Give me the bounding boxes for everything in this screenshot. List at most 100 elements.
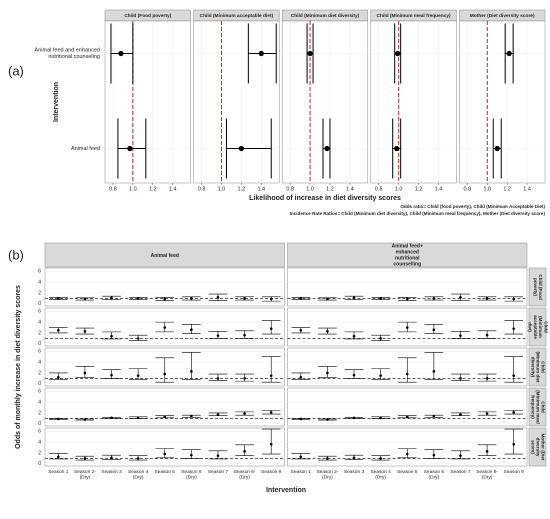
point <box>269 327 273 330</box>
x-tick-label: 1.0 <box>395 186 403 192</box>
point <box>352 373 356 377</box>
x-axis-title: Likelihood of increase in diet diversity… <box>249 195 401 202</box>
point <box>299 455 303 459</box>
point <box>352 456 356 460</box>
y-tick-label: 4 <box>38 439 41 445</box>
facet-title: Mother (Diet diversity score) <box>470 13 535 19</box>
facet-strip <box>528 427 547 467</box>
point <box>326 297 329 301</box>
x-tick-label: 1.0 <box>306 186 314 192</box>
point <box>269 297 273 301</box>
point <box>299 297 303 300</box>
column-title: Animal feed <box>151 253 179 259</box>
y-tick-label: 2 <box>38 450 41 456</box>
point <box>506 50 512 57</box>
point <box>190 414 193 418</box>
point <box>83 457 87 460</box>
x-tick-label: Season 2-(Dry) <box>316 469 338 481</box>
x-tick-label: 0.8 <box>109 186 117 192</box>
point <box>110 456 113 460</box>
row-title: Child(Minimum mealfrequency) <box>530 390 545 423</box>
x-tick-label: Season 3 <box>101 469 122 475</box>
point <box>485 377 489 380</box>
y-tick-label: 6 <box>38 389 41 395</box>
point <box>136 337 140 340</box>
point <box>190 328 193 332</box>
row-title: Child(Minimumacceptablediet) <box>527 315 548 339</box>
point <box>459 377 462 380</box>
point <box>238 145 244 152</box>
point <box>190 370 193 373</box>
point <box>432 453 436 457</box>
point <box>352 416 356 420</box>
x-tick-label: Season 4 (Dry) <box>128 469 149 481</box>
point <box>269 442 273 446</box>
point <box>379 374 382 377</box>
x-tick-label: Season 1 <box>291 469 312 475</box>
point <box>485 412 489 415</box>
point <box>216 413 220 416</box>
column-title: Animal feed+ enhanced nutritional counselli… <box>392 244 423 268</box>
x-tick-label: Season 6 (Dry) <box>181 469 202 481</box>
y-tick-label: Animal feed <box>71 146 100 152</box>
point <box>352 296 356 300</box>
y-tick-label: 6 <box>38 269 41 275</box>
plot-panel <box>370 20 457 184</box>
x-tick-label: Season 8-(Dry) <box>476 469 498 481</box>
x-tick-label: 1.4 <box>169 186 177 192</box>
x-tick-label: 0.8 <box>464 186 472 192</box>
x-tick-label: Season 9 <box>261 469 282 475</box>
panel-label: (b) <box>8 247 24 262</box>
x-tick-label: 1.4 <box>435 186 443 192</box>
y-tick-label: 4 <box>38 359 41 365</box>
point <box>216 377 220 380</box>
point <box>326 457 329 460</box>
point <box>136 416 140 420</box>
point <box>405 297 409 301</box>
point <box>216 454 220 457</box>
point <box>485 450 489 453</box>
point <box>405 452 409 456</box>
point <box>459 454 462 457</box>
facet-title: Child (Minimum diet diversity) <box>291 13 360 19</box>
facet-strip <box>44 242 285 268</box>
point <box>405 326 409 329</box>
point <box>326 371 329 375</box>
point <box>110 416 113 420</box>
point <box>118 50 124 57</box>
point <box>512 374 515 377</box>
row-title: Child(Minimum dietdiversity) <box>530 351 545 383</box>
plot-panel <box>459 20 546 184</box>
point <box>485 297 489 300</box>
y-tick-label: 4 <box>38 399 41 405</box>
point <box>83 297 87 301</box>
point <box>494 145 500 152</box>
point <box>394 145 400 152</box>
point <box>395 50 401 57</box>
point <box>190 297 193 300</box>
y-axis-title: Odds of monthly increase in diet diversi… <box>15 285 22 449</box>
x-tick-label: Season 4 (Dry) <box>370 469 391 481</box>
y-tick-label: 6 <box>38 309 41 315</box>
point <box>269 411 273 414</box>
x-tick-label: 1.4 <box>346 186 354 192</box>
point <box>110 334 113 338</box>
point <box>326 418 329 421</box>
point <box>163 452 167 456</box>
point <box>57 417 60 421</box>
plot-panel <box>104 20 191 184</box>
point <box>405 415 409 419</box>
facet-title: Child (Minimum acceptable diet) <box>200 13 274 19</box>
point <box>432 370 436 373</box>
point <box>83 371 87 375</box>
facet-title: Child (Food poverty) <box>124 13 171 19</box>
x-tick-label: 0.8 <box>375 186 383 192</box>
facet-strip <box>528 347 547 387</box>
x-tick-label: 1.0 <box>218 186 226 192</box>
point <box>485 333 489 337</box>
point <box>326 330 329 333</box>
y-tick-label: 0 <box>38 381 41 387</box>
point <box>379 416 382 420</box>
point <box>512 297 515 301</box>
